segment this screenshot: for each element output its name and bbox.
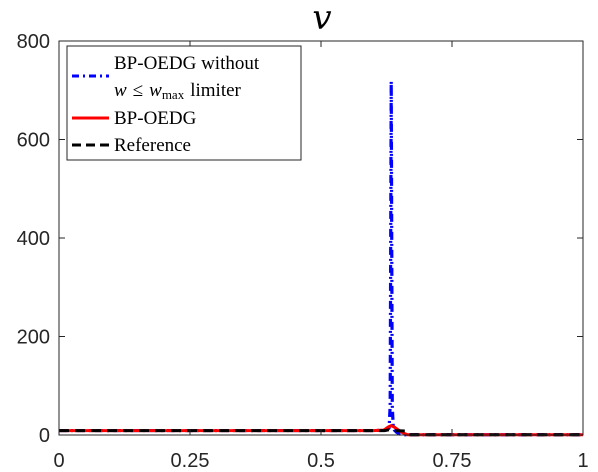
legend-tail-limiter: limiter	[190, 80, 241, 101]
x-tick-label: 0.75	[433, 450, 472, 472]
legend-label-blue-line1: BP-OEDG without	[114, 53, 260, 74]
series-line-reference	[59, 428, 583, 437]
x-axis: 0 0.25 0.5 0.75 1	[53, 41, 589, 472]
y-tick-label: 600	[17, 130, 50, 152]
legend-label-red: BP-OEDG	[114, 108, 197, 129]
y-tick-label: 0	[39, 425, 50, 447]
y-tick-label: 200	[17, 327, 50, 349]
x-tick-label: 1	[577, 450, 588, 472]
y-axis: 0 200 400 600 800	[17, 31, 583, 447]
x-tick-label: 0	[53, 450, 64, 472]
legend: BP-OEDG without w ≤ wmax limiter BP-OEDG Re…	[66, 45, 302, 161]
legend-box	[66, 45, 302, 161]
x-tick-label: 0.25	[171, 450, 210, 472]
chart-title: v	[312, 0, 331, 38]
legend-var-w: w	[114, 80, 127, 101]
x-tick-label: 0.5	[307, 450, 335, 472]
legend-leq-symbol: ≤	[133, 80, 143, 101]
y-tick-label: 800	[17, 31, 50, 53]
legend-sub-max: max	[162, 87, 185, 102]
legend-label-blue-line2: w ≤ wmax limiter	[114, 80, 242, 102]
y-tick-label: 400	[17, 228, 50, 250]
axes-box	[58, 40, 584, 436]
legend-label-black: Reference	[114, 135, 191, 156]
legend-var-wmax: w	[149, 80, 162, 101]
